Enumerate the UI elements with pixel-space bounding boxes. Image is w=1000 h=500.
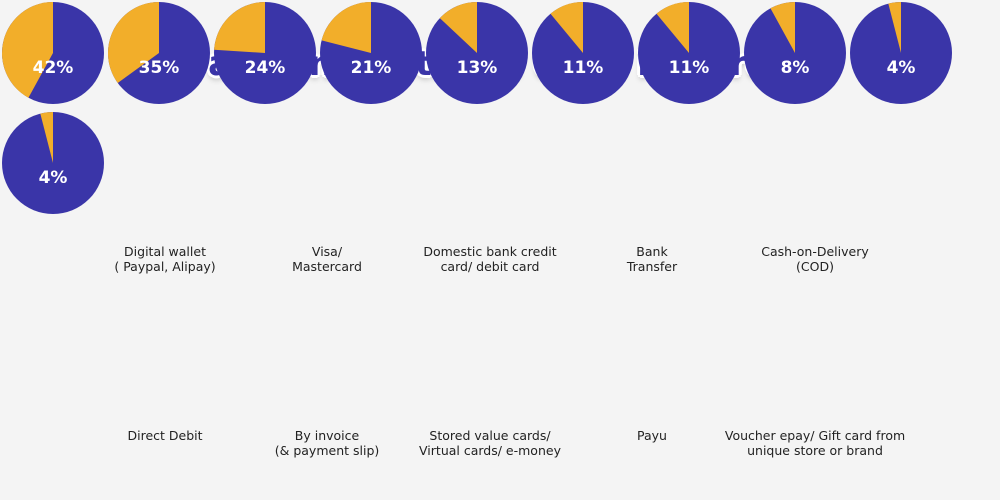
pie-category-label: Cash-on-Delivery (COD) bbox=[705, 244, 925, 274]
pie-category-label-line: Stored value cards/ bbox=[429, 428, 551, 443]
pie-category-label-line: Visa/ bbox=[311, 244, 343, 259]
pie-category-label: Stored value cards/Virtual cards/ e-mone… bbox=[380, 428, 600, 458]
pie-value-label: 4% bbox=[887, 58, 916, 78]
pie-value-label: 21% bbox=[351, 58, 392, 78]
pie-category-label: Digital wallet( Paypal, Alipay) bbox=[55, 244, 275, 274]
pie-category-label: By invoice (& payment slip) bbox=[217, 428, 437, 458]
pie-chart: 24% bbox=[214, 2, 316, 104]
pie-category-label-line: ( Paypal, Alipay) bbox=[114, 259, 216, 274]
pie-slice-value bbox=[656, 2, 689, 53]
pie-category-label-line: (COD) bbox=[796, 259, 834, 274]
pie-category-label: Direct Debit bbox=[55, 428, 275, 443]
pie-value-label: 11% bbox=[563, 58, 604, 78]
pie-slice-value bbox=[107, 2, 159, 83]
pie-slice-value bbox=[550, 2, 583, 53]
pie-category-label-line: Digital wallet bbox=[124, 244, 206, 259]
pie-chart: 11% bbox=[638, 2, 740, 104]
pie-category-label: Voucher epay/ Gift card from unique store… bbox=[705, 428, 925, 458]
pie-chart: 8% bbox=[744, 2, 846, 104]
pie-value-label: 24% bbox=[245, 58, 286, 78]
pie-category-label-line: Voucher epay/ Gift card from bbox=[724, 428, 906, 443]
pie-category-label: Bank Transfer bbox=[542, 244, 762, 274]
pie-chart: 4% bbox=[850, 2, 952, 104]
pie-value-label: 4% bbox=[39, 168, 68, 188]
pie-slice-value bbox=[439, 2, 477, 53]
pie-value-label: 42% bbox=[33, 58, 74, 78]
pie-value-label: 35% bbox=[139, 58, 180, 78]
pie-category-label-line: Direct Debit bbox=[127, 428, 203, 443]
pie-category-label-line: (& payment slip) bbox=[274, 443, 380, 458]
pie-value-label: 11% bbox=[669, 58, 710, 78]
pie-category-label-line: unique store or brand bbox=[747, 443, 883, 458]
pie-category-label-line: card/ debit card bbox=[440, 259, 540, 274]
pie-value-label: 13% bbox=[457, 58, 498, 78]
pie-value-label: 8% bbox=[781, 58, 810, 78]
pie-category-label-line: Mastercard bbox=[292, 259, 362, 274]
pie-slice-value bbox=[321, 2, 371, 53]
pie-category-label: Payu bbox=[542, 428, 762, 443]
pie-slice-value bbox=[770, 2, 795, 53]
pie-chart: 4% bbox=[2, 112, 104, 214]
pie-category-label-line: Transfer bbox=[626, 259, 678, 274]
pie-slice-value bbox=[888, 2, 901, 53]
pie-chart: 21% bbox=[320, 2, 422, 104]
pie-category-label: Domestic bank credit card/ debit card bbox=[380, 244, 600, 274]
pie-chart: 11% bbox=[532, 2, 634, 104]
pie-chart: 35% bbox=[107, 2, 210, 104]
pie-category-label-line: Cash-on-Delivery bbox=[761, 244, 869, 259]
pie-category-label-line: By invoice bbox=[294, 428, 360, 443]
pie-category-label-line: Bank bbox=[636, 244, 668, 259]
pie-chart: 42% bbox=[1, 2, 104, 104]
pie-category-label-line: Payu bbox=[637, 428, 667, 443]
pie-slice-value bbox=[40, 112, 53, 163]
pie-category-label-line: Virtual cards/ e-money bbox=[419, 443, 561, 458]
pie-slice-value bbox=[214, 2, 265, 53]
pie-slice-value bbox=[1, 2, 53, 98]
pie-chart: 13% bbox=[426, 2, 528, 104]
pie-category-label-line: Domestic bank credit bbox=[423, 244, 557, 259]
pie-category-label: Visa/Mastercard bbox=[217, 244, 437, 274]
